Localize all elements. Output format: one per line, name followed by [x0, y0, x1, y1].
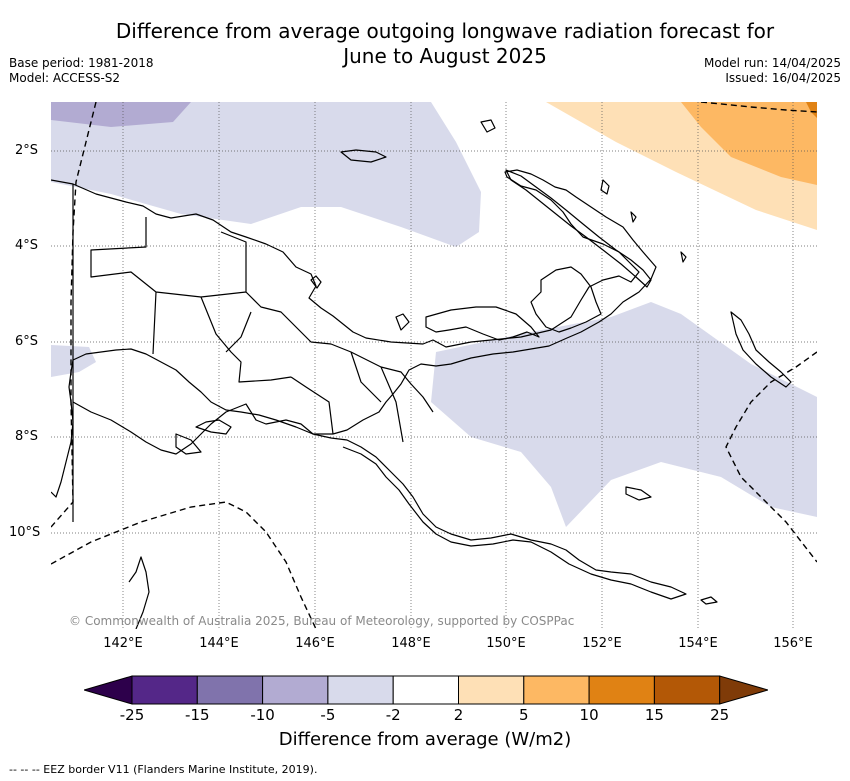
- lon-label-144e: 144°E: [199, 636, 239, 651]
- province-borders: [90, 217, 434, 443]
- colorbar-extend-high: [719, 675, 768, 705]
- map-panel: [51, 102, 817, 629]
- colorbar-cell: [327, 675, 394, 705]
- lon-label-146e: 146°E: [295, 636, 335, 651]
- colorbar-tick-label: -25: [119, 706, 145, 724]
- new-ireland: [505, 169, 652, 288]
- colorbar: [84, 675, 768, 705]
- island-group-1: [175, 119, 718, 605]
- colorbar-tick-label: -2: [385, 706, 401, 724]
- eez-footnote: -- -- -- EEZ border V11 (Flanders Marine…: [9, 763, 318, 776]
- lat-label-2s: 2°S: [15, 143, 39, 158]
- shade-purple-northwest: [51, 102, 191, 127]
- colorbar-tick-label: 10: [579, 706, 599, 724]
- shade-dark-orange: [806, 102, 817, 118]
- lon-label-142e: 142°E: [103, 636, 143, 651]
- copyright-notice: © Commonwealth of Australia 2025, Bureau…: [69, 614, 575, 628]
- colorbar-tick-label: 15: [644, 706, 664, 724]
- lat-label-10s: 10°S: [9, 525, 41, 540]
- shade-orange: [681, 102, 817, 185]
- lon-label-152e: 152°E: [582, 636, 622, 651]
- colorbar-tick-label: -15: [185, 706, 210, 724]
- lon-label-148e: 148°E: [391, 636, 431, 651]
- south-coast: [72, 401, 687, 600]
- shade-light-purple-north: [51, 102, 481, 247]
- colorbar-cell: [653, 675, 721, 705]
- eez-south: [51, 501, 317, 629]
- map-title-line-2: June to August 2025: [343, 44, 547, 68]
- colorbar-tick-label: -5: [320, 706, 336, 724]
- eez-east: [725, 351, 817, 563]
- colorbar-cell: [523, 675, 590, 705]
- gridlines: [51, 102, 817, 629]
- eez-borders: [51, 102, 817, 629]
- colorbar-cell: [458, 675, 525, 705]
- colorbar-cell: [196, 675, 264, 705]
- colorbar-tick-label: -10: [250, 706, 275, 724]
- base-period: Base period: 1981-2018: [9, 56, 154, 70]
- colorbar-cell: [392, 675, 460, 705]
- manus-island: [340, 149, 387, 163]
- lon-label-156e: 156°E: [773, 636, 813, 651]
- new-britain: [425, 306, 540, 341]
- australia-cape-york: [128, 556, 150, 629]
- lat-label-4s: 4°S: [15, 238, 39, 253]
- shade-light-purple-east: [431, 302, 817, 527]
- meta-right: Model run: 14/04/2025 Issued: 16/04/2025: [704, 56, 841, 86]
- meta-left: Base period: 1981-2018 Model: ACCESS-S2: [9, 56, 154, 86]
- issued-date: Issued: 16/04/2025: [725, 71, 841, 85]
- model-name: Model: ACCESS-S2: [9, 71, 121, 85]
- coastlines: [51, 119, 792, 629]
- lon-label-150e: 150°E: [486, 636, 526, 651]
- bougainville: [730, 311, 792, 388]
- lat-label-6s: 6°S: [15, 334, 39, 349]
- colorbar-label: Difference from average (W/m2): [278, 729, 572, 750]
- colorbar-tick-label: 5: [519, 706, 529, 724]
- colorbar-tick-label: 2: [453, 706, 464, 724]
- new-guinea-coast: [51, 169, 657, 498]
- model-run: Model run: 14/04/2025: [703, 56, 841, 70]
- colorbar-cell: [262, 675, 329, 705]
- lat-label-8s: 8°S: [15, 429, 39, 444]
- eez-north-east: [700, 102, 817, 113]
- colorbar-extend-low: [84, 675, 133, 705]
- new-britain-gazelle: [530, 266, 602, 333]
- colorbar-cell: [131, 675, 198, 705]
- lon-label-154e: 154°E: [678, 636, 718, 651]
- map-title-line-1: Difference from average outgoing longwav…: [115, 19, 775, 43]
- eez-west: [51, 102, 97, 528]
- colorbar-tick-label: 25: [710, 706, 730, 724]
- colorbar-cell: [588, 675, 655, 705]
